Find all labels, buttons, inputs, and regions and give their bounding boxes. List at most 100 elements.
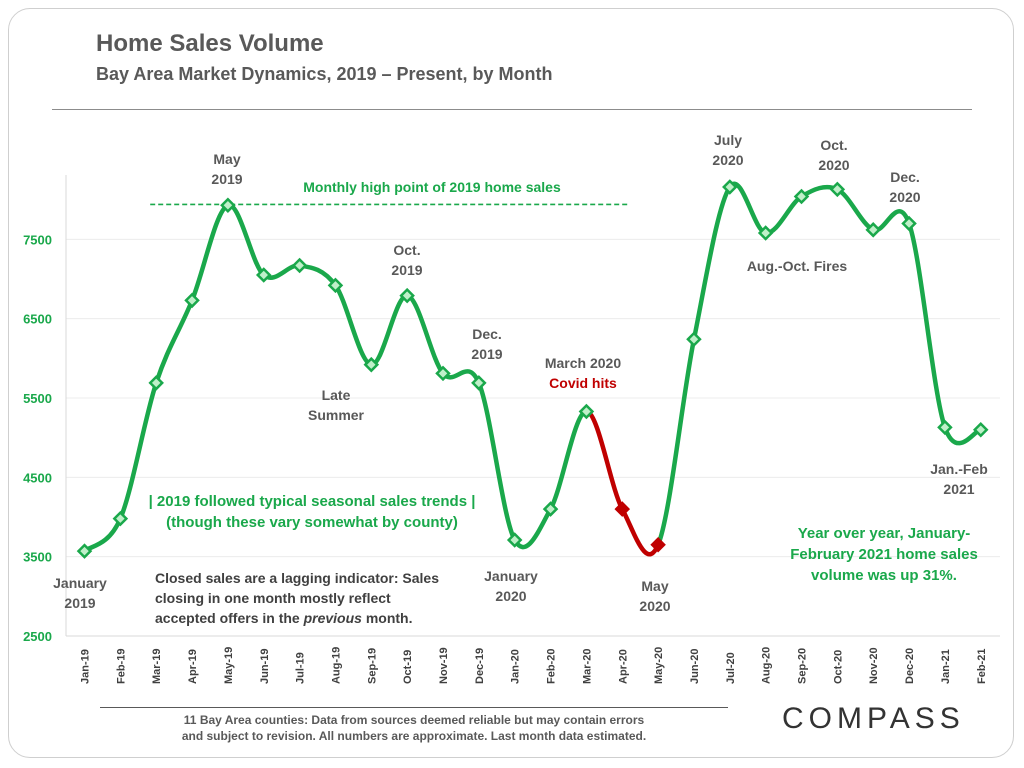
x-tick-label: Jul-20	[725, 652, 737, 684]
annotation-jan2020: January 2020	[484, 568, 538, 604]
line-chart: 2500 3500 4500 5500 6500 7500 Jan-19 Feb-19 Mar-…	[23, 132, 1000, 684]
note-line: Closed sales are a lagging indicator: Sa…	[155, 570, 439, 586]
data-point-marker	[542, 501, 559, 517]
x-tick-label: Nov-20	[868, 647, 880, 684]
y-tick-label: 7500	[23, 232, 52, 247]
data-point-marker	[901, 215, 917, 232]
data-point-marker	[578, 403, 595, 420]
data-point-marker	[112, 510, 129, 527]
annotation-mar2020: March 2020	[545, 355, 621, 371]
annotation-dec2020: Dec. 2020	[889, 169, 920, 205]
x-tick-label: Jul-19	[295, 652, 307, 684]
annotation-jan2019: January 2019	[53, 575, 107, 611]
note-line: closing in one month mostly reflect	[155, 590, 391, 606]
annotation-jul2020: July 2020	[712, 132, 743, 168]
annotation-janfeb2021: Jan.-Feb 2021	[930, 461, 988, 497]
y-tick-label: 5500	[23, 391, 52, 406]
annotation-line: 2019	[211, 171, 242, 187]
x-tick-label: Sep-20	[797, 648, 809, 684]
annotation-line: March 2020	[545, 355, 621, 371]
x-tick-label: Oct-20	[832, 650, 844, 684]
y-tick-label: 2500	[23, 629, 52, 644]
y-tick-label: 6500	[23, 312, 52, 327]
marker-layer	[76, 179, 989, 559]
annotation-line: Oct.	[393, 242, 420, 258]
lagging-indicator-note: Closed sales are a lagging indicator: Sa…	[155, 570, 439, 626]
x-tick-label: Feb-19	[115, 649, 127, 684]
data-point-marker	[614, 501, 631, 517]
annotation-line: 2019	[471, 346, 502, 362]
data-point-marker	[435, 365, 451, 382]
x-tick-label: Apr-20	[617, 649, 629, 684]
note-line: accepted offers in the	[155, 610, 304, 626]
annotation-may2020: May 2020	[639, 578, 670, 614]
annotation-seasonal: | 2019 followed typical seasonal sales t…	[149, 493, 476, 531]
annotation-line: 2020	[818, 157, 849, 173]
annotation-line: Oct.	[820, 137, 847, 153]
annotation-covid: Covid hits	[549, 375, 617, 391]
data-point-marker	[722, 179, 738, 195]
data-point-marker	[686, 331, 702, 348]
annotation-line: Year over year, January-	[798, 525, 971, 542]
series-line-covid	[585, 409, 661, 557]
note-emphasis: previous	[303, 610, 363, 626]
data-point-marker	[363, 356, 380, 373]
annotation-line: 2020	[889, 189, 920, 205]
x-tick-label: Nov-19	[438, 647, 450, 684]
annotation-line: Summer	[308, 407, 365, 423]
annotation-line: Late	[322, 387, 351, 403]
annotation-oct2020: Oct. 2020	[818, 137, 849, 173]
x-tick-label: Dec-20	[904, 648, 916, 684]
footnote: 11 Bay Area counties: Data from sources …	[100, 712, 728, 744]
x-tick-label: Jun-19	[259, 649, 271, 684]
data-point-marker	[506, 532, 523, 548]
data-point-marker	[972, 421, 989, 438]
annotation-line: May	[213, 151, 240, 167]
data-point-marker	[148, 375, 164, 391]
data-point-marker	[471, 375, 487, 391]
x-tick-label: Sep-19	[366, 648, 378, 684]
data-point-marker	[76, 543, 93, 559]
annotation-line: (though these vary somewhat by county)	[166, 514, 458, 531]
x-tick-label: Apr-19	[187, 649, 199, 684]
y-tick-label: 3500	[23, 550, 52, 565]
annotation-line: | 2019 followed typical seasonal sales t…	[149, 493, 476, 510]
x-tick-label: Jan-19	[80, 649, 92, 684]
reference-line-label: Monthly high point of 2019 home sales	[303, 179, 561, 195]
note-tail: month.	[362, 610, 413, 626]
annotation-line: January	[53, 575, 107, 591]
x-tick-label: Mar-20	[581, 649, 593, 684]
x-tick-label: Jun-20	[689, 649, 701, 684]
series-line	[82, 202, 588, 553]
x-tick-label: Feb-20	[546, 649, 558, 684]
data-point-marker	[327, 277, 344, 294]
data-point-marker	[399, 287, 415, 304]
data-point-marker	[829, 181, 846, 198]
footnote-line-2: and subject to revision. All numbers are…	[181, 729, 647, 743]
data-point-marker	[865, 222, 881, 238]
annotation-yoy: Year over year, January- February 2021 ho…	[790, 525, 978, 584]
data-point-marker	[793, 188, 810, 205]
compass-logo: COMPASS	[782, 702, 965, 735]
data-point-marker	[220, 197, 236, 213]
title-divider	[52, 109, 972, 110]
data-point-marker	[184, 292, 200, 309]
annotation-line: January	[484, 568, 538, 584]
footnote-line-1: 11 Bay Area counties: Data from sources …	[183, 713, 645, 727]
series-line	[656, 181, 982, 546]
x-tick-label: Aug-20	[761, 647, 773, 684]
data-point-marker	[937, 419, 953, 436]
data-point-marker	[757, 225, 774, 241]
reference-layer: Monthly high point of 2019 home sales	[150, 179, 629, 206]
x-tick-label: May-19	[223, 647, 235, 684]
annotation-line: 2021	[943, 481, 974, 497]
annotation-line: May	[641, 578, 668, 594]
annotation-may2019: May 2019	[211, 151, 242, 187]
annotation-line: 2019	[391, 262, 422, 278]
chart-card	[8, 8, 1014, 758]
data-point-marker	[650, 536, 666, 553]
annotation-line: Dec.	[890, 169, 920, 185]
x-tick-label: Jan-20	[510, 649, 522, 684]
annotation-line: volume was up 31%.	[811, 567, 957, 584]
